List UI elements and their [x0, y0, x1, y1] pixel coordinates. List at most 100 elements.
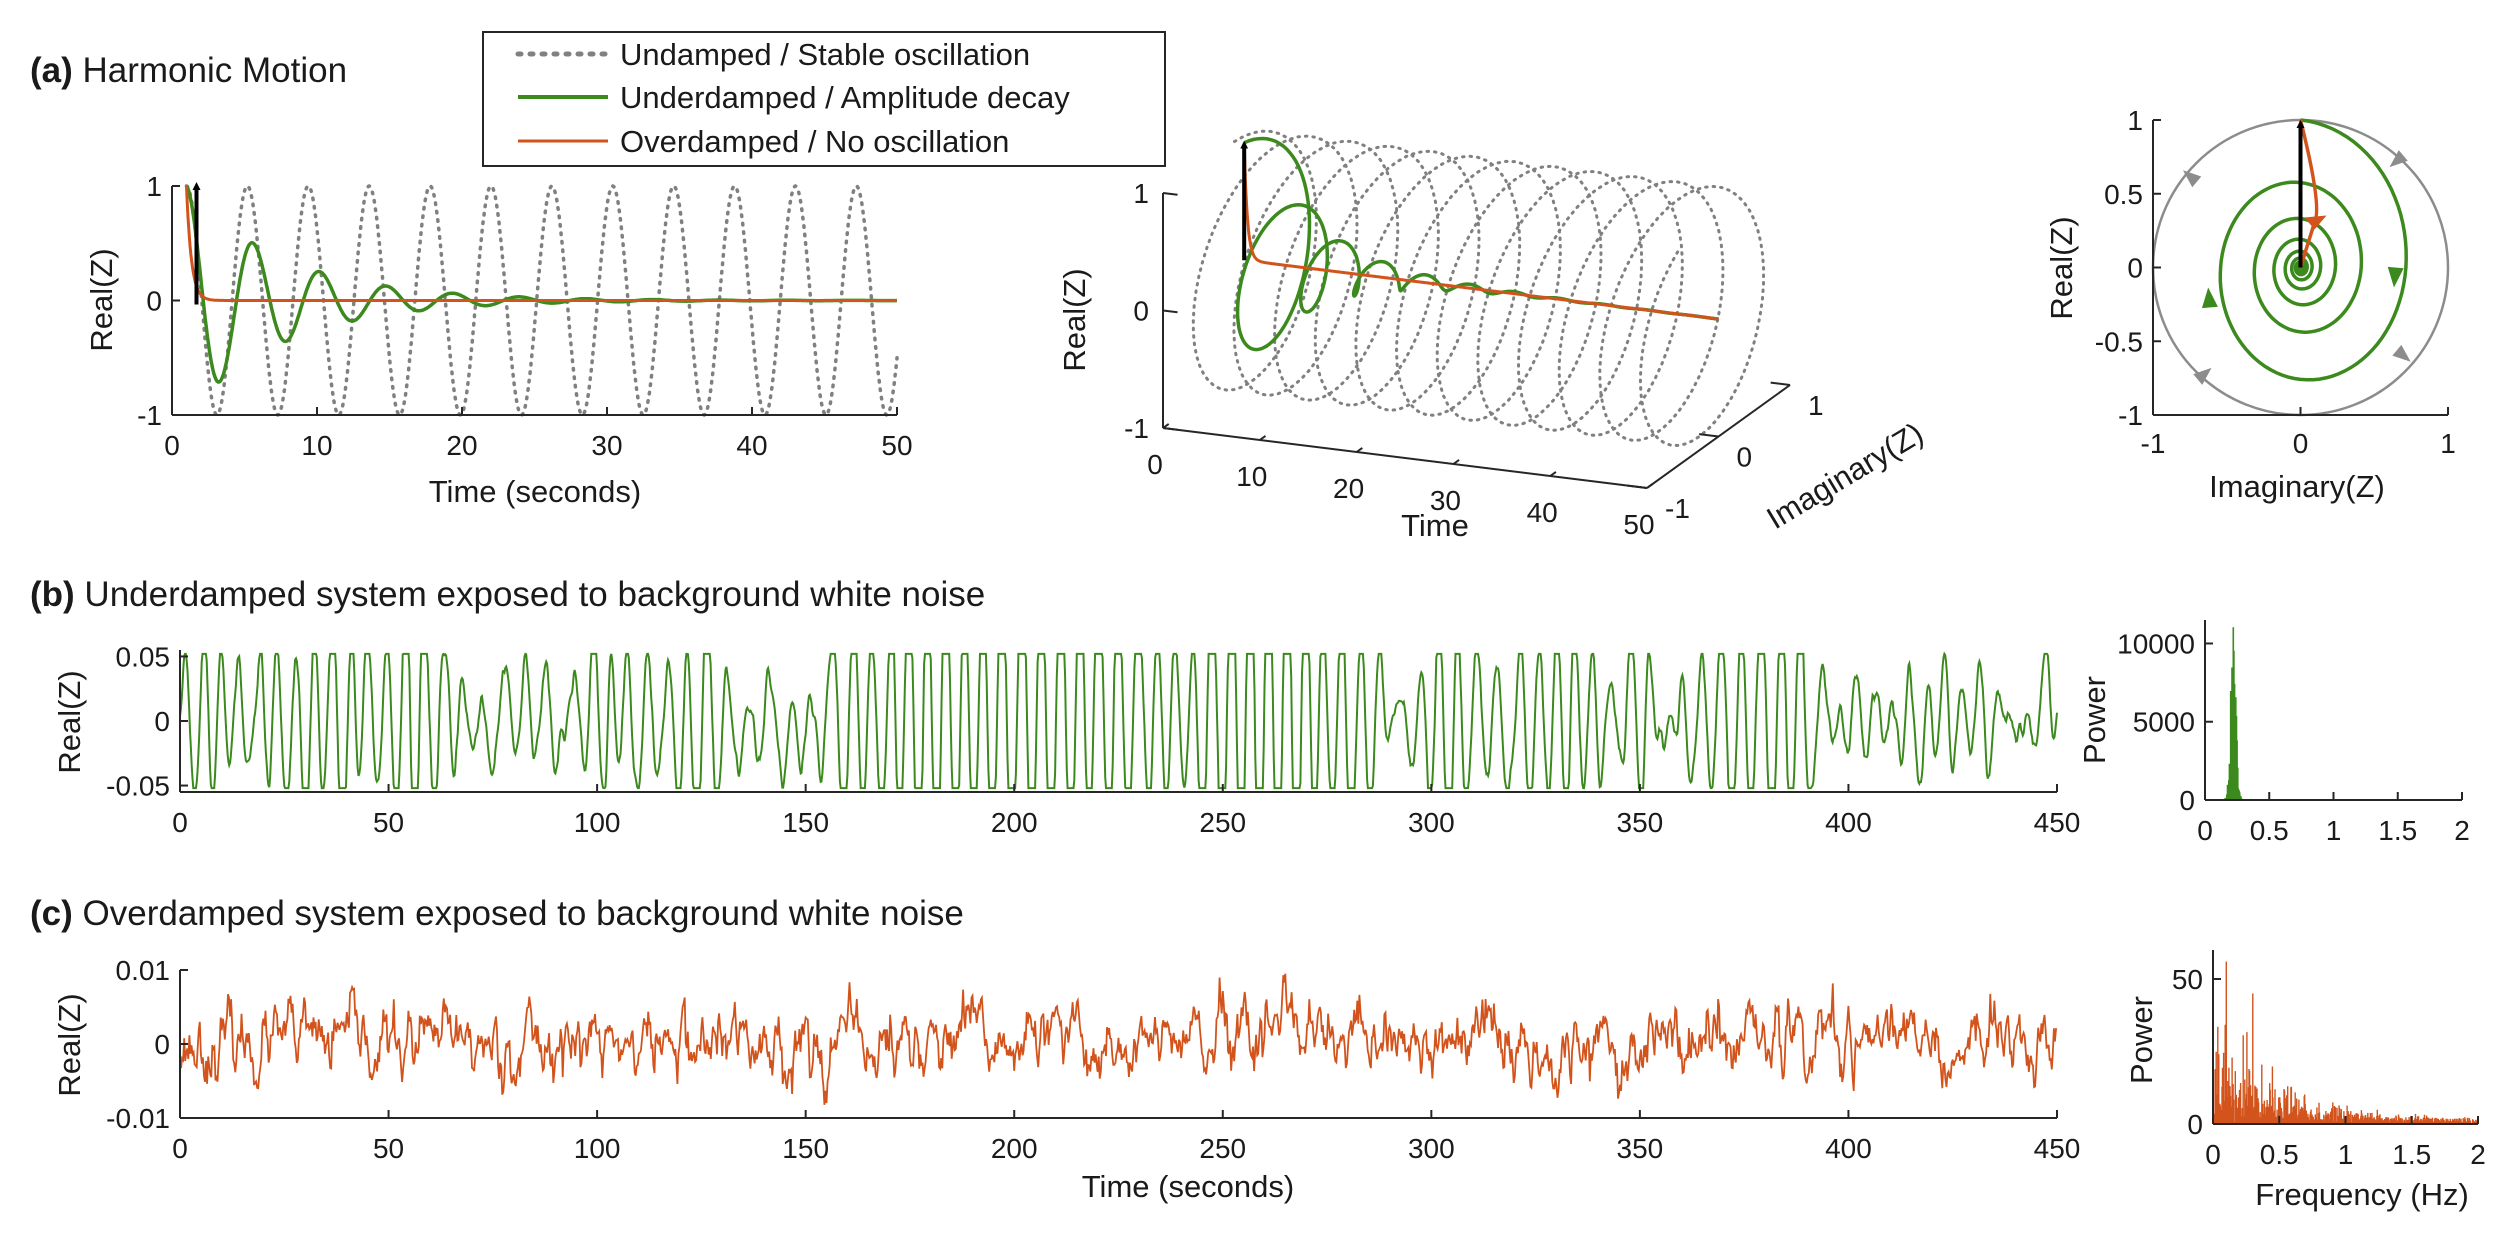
c-xtick-label: 300	[1408, 1133, 1455, 1164]
panel-a-title: (a) Harmonic Motion	[30, 51, 347, 90]
c-series-overdamped-noise	[179, 973, 2058, 1105]
a2-time-tick-mark	[1356, 447, 1363, 453]
b-ytick-label: 0	[154, 706, 170, 737]
a1-xlabel: Time (seconds)	[429, 474, 641, 509]
cs-xtick-label: 1	[2338, 1139, 2354, 1170]
a2-axes: 0 10 20 30 40 50 -1 0 1 -1 0 1	[1124, 178, 1823, 540]
bs-series-group	[2204, 627, 2463, 800]
cs-xtick-label: 1.5	[2392, 1139, 2431, 1170]
b-xtick-label: 450	[2034, 807, 2081, 838]
b-xtick-label: 100	[574, 807, 621, 838]
c-xtick-label: 400	[1825, 1133, 1872, 1164]
a1-series-group	[184, 182, 899, 417]
a1-series-underdamped	[185, 185, 897, 384]
a2-imag-tick-label: 1	[1808, 390, 1824, 421]
c-ylabel: Real(Z)	[52, 993, 87, 1096]
a2-imag-tick-label: -1	[1665, 493, 1690, 524]
a1-xtick-label: 20	[446, 430, 477, 461]
a1-ylabel: Real(Z)	[84, 248, 119, 351]
a3-xtick-label: 0	[2293, 428, 2309, 459]
cs-ylabel: Power	[2124, 996, 2159, 1084]
panel-b-title: (b) Underdamped system exposed to backgr…	[30, 575, 985, 614]
a2-imag-tick-label: 0	[1737, 442, 1753, 473]
cs-xtick-label: 0	[2205, 1139, 2221, 1170]
a2-time-tick-label: 20	[1333, 473, 1364, 504]
chart-a2-3d-helix: 0 10 20 30 40 50 -1 0 1 -1 0 1 Time Imaginary(Z) Re…	[1057, 129, 1930, 543]
a2-time-tick-label: 0	[1147, 449, 1163, 480]
a3-overdamped-arrowhead	[2304, 215, 2327, 230]
a3-series-group	[2151, 118, 2450, 417]
a2-time-tick-label: 40	[1527, 497, 1558, 528]
bs-xtick-label: 1.5	[2378, 815, 2417, 846]
a3-direction-arrow-green	[2201, 287, 2218, 309]
bs-xtick-label: 0.5	[2250, 815, 2289, 846]
a1-series-overdamped	[185, 185, 897, 302]
b-xtick-label: 50	[373, 807, 404, 838]
c-xtick-label: 200	[991, 1133, 1038, 1164]
b-xtick-label: 350	[1617, 807, 1664, 838]
a1-series-undamped	[184, 184, 899, 417]
a2-ylabel: Imaginary(Z)	[1761, 416, 1930, 536]
c-series-group	[179, 973, 2058, 1105]
bs-xtick-label: 0	[2197, 815, 2213, 846]
a3-ytick-label: -1	[2118, 400, 2143, 431]
a2-time-tick-label: 10	[1236, 461, 1267, 492]
c-xtick-label: 50	[373, 1133, 404, 1164]
a2-time-tick-label: 30	[1430, 485, 1461, 516]
c-xtick-label: 250	[1199, 1133, 1246, 1164]
legend: Undamped / Stable oscillation Underdampe…	[482, 31, 1166, 167]
a2-imag-tick-mark	[1699, 433, 1719, 438]
a3-underdamped-spiral	[2218, 118, 2408, 382]
a2-series-group	[1191, 129, 1766, 448]
legend-label-overdamped: Overdamped / No oscillation	[620, 124, 1009, 159]
a1-xtick-label: 30	[591, 430, 622, 461]
a3-direction-arrow-gray	[2193, 367, 2212, 385]
a2-time-tick-mark	[1646, 483, 1654, 489]
a1-axes: 0 10 20 30 40 50-101	[137, 171, 912, 461]
cs-series-group	[2212, 961, 2479, 1124]
a2-real-tick-mark	[1162, 309, 1178, 314]
a3-direction-arrow-gray	[2392, 344, 2411, 362]
bs-ylabel: Power	[2077, 676, 2112, 764]
a3-ytick-label: 1	[2127, 105, 2143, 136]
c-ytick-label: 0	[154, 1029, 170, 1060]
a2-time-tick-mark	[1549, 471, 1557, 477]
a3-direction-arrow-gray	[2389, 150, 2408, 168]
b-xtick-label: 150	[782, 807, 829, 838]
a3-ylabel: Real(Z)	[2044, 216, 2079, 319]
a2-xlabel: Time	[1401, 508, 1469, 543]
a2-time-axis-line	[1162, 427, 1648, 489]
b-series-underdamped-noise	[179, 651, 2058, 790]
bs-ytick-label: 0	[2179, 785, 2195, 816]
bs-axes: 0 0.5 1 1.5 2 0 5000 10000	[2117, 620, 2470, 846]
b-ytick-label: 0.05	[116, 641, 171, 672]
c-xtick-label: 150	[782, 1133, 829, 1164]
a2-real-tick-label: 0	[1133, 296, 1149, 327]
chart-b-power-spectrum: 0 0.5 1 1.5 2 0 5000 10000 Power	[2077, 620, 2470, 846]
cs-xtick-label: 0.5	[2260, 1139, 2299, 1170]
a1-xtick-label: 0	[164, 430, 180, 461]
b-ylabel: Real(Z)	[52, 670, 87, 773]
a1-ytick-label: 0	[146, 286, 162, 317]
b-xtick-label: 300	[1408, 807, 1455, 838]
bs-xtick-label: 2	[2454, 815, 2470, 846]
a3-direction-arrow-green	[2387, 266, 2404, 288]
a2-real-tick-mark	[1162, 427, 1178, 431]
chart-a3-phase-plane: -1 0 1 -1 -0.5 0 0.5 1 Imaginary(Z) Real(Z)	[2044, 105, 2456, 504]
a2-imag-tick-mark	[1770, 381, 1791, 386]
b-series-group	[179, 651, 2058, 790]
c-xlabel: Time (seconds)	[1082, 1169, 1294, 1204]
a2-zlabel: Real(Z)	[1057, 268, 1092, 371]
cs-spectrum-bars	[2212, 961, 2479, 1124]
a2-series-undamped	[1191, 129, 1766, 448]
b-xtick-label: 0	[172, 807, 188, 838]
a2-series-underdamped	[1235, 136, 1719, 352]
a2-time-tick-mark	[1452, 459, 1460, 465]
a3-ytick-label: -0.5	[2095, 326, 2143, 357]
a2-real-tick-label: 1	[1133, 178, 1149, 209]
